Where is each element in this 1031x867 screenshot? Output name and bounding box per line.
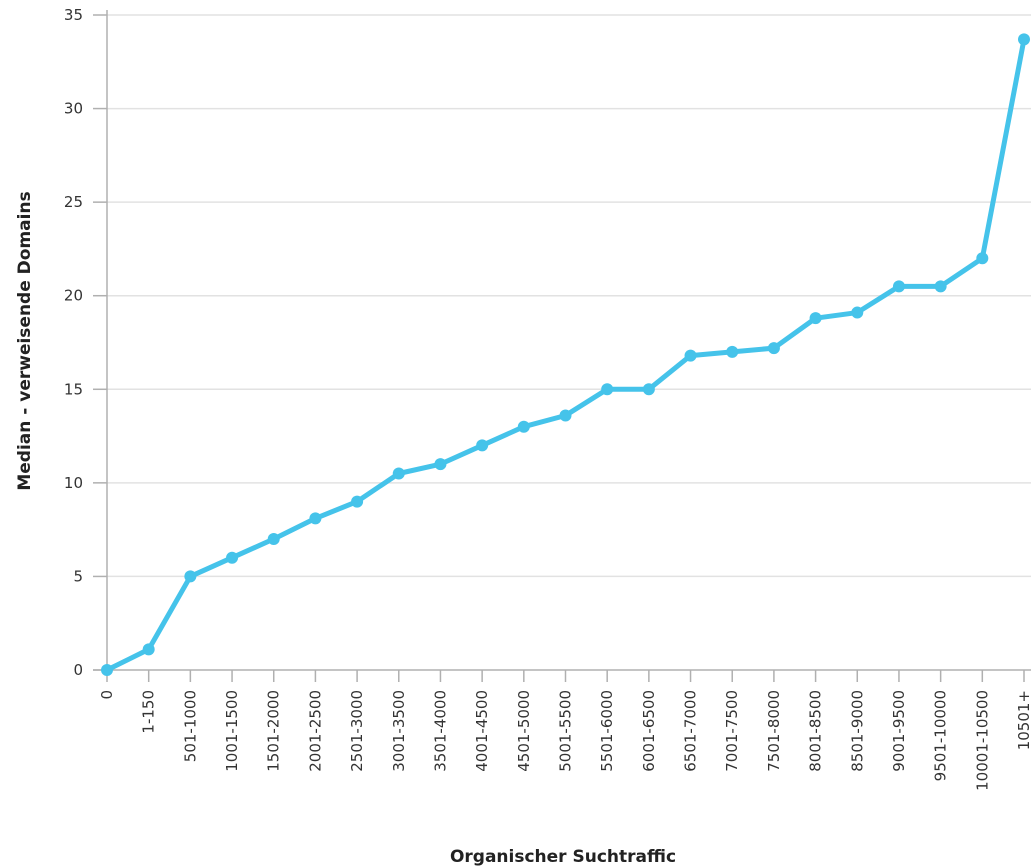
x-tick-label: 2001-2500 [306,690,324,772]
series-line [104,36,1027,673]
x-tick-label: 4501-5000 [515,690,533,772]
x-tick-label: 1-150 [140,690,158,734]
x-tick-label: 9001-9500 [890,690,908,772]
data-point [267,533,280,545]
y-tick-label: 10 [64,474,83,492]
data-point [184,570,197,583]
x-axis-title: Organischer Suchtraffic [450,847,676,867]
x-tick-label: 3501-4000 [431,690,449,772]
y-tick-label: 20 [64,287,83,305]
x-tick-label: 1001-1500 [223,690,241,772]
x-tick-label: 2501-3000 [348,690,366,772]
data-point [392,467,405,480]
x-tick-label: 0 [98,690,116,700]
data-point [226,551,239,564]
x-tick-label: 5501-6000 [598,690,616,772]
data-point [309,512,322,525]
y-tick-label: 15 [64,380,83,398]
data-point [684,349,697,362]
x-tick-label: 6001-6500 [640,690,658,772]
y-tick-label: 5 [73,567,83,585]
x-tick-label: 7501-8000 [765,690,783,772]
data-point [476,439,489,452]
data-point [976,252,989,265]
data-point [809,312,822,325]
data-point [351,495,364,508]
y-tick-label: 35 [64,6,83,24]
data-point [601,383,614,396]
x-axis-ticks: 0 1-150 501-1000 1001-1500 1501-2000 2001-250… [98,670,1031,791]
x-tick-label: 7001-7500 [723,690,741,772]
x-tick-label: 501-1000 [181,690,199,762]
x-tick-label: 8001-8500 [807,690,825,772]
y-tick-label: 0 [73,661,83,679]
x-tick-label: 4001-4500 [473,690,491,772]
data-point [726,345,739,358]
data-point [892,280,905,293]
x-tick-label: 5001-5500 [557,690,575,772]
grid-lines [107,14,1031,578]
data-point [851,306,864,319]
y-tick-label: 25 [64,193,83,211]
x-tick-label: 10501+ [1015,690,1031,750]
data-point [434,458,447,471]
data-point [142,643,155,656]
x-tick-label: 8501-9000 [848,690,866,772]
data-point [517,420,530,433]
x-tick-label: 6501-7000 [682,690,700,772]
series-layer [101,33,1030,676]
y-tick-label: 30 [64,100,83,118]
y-axis-ticks: 0 5 10 15 20 25 30 35 [64,6,107,679]
data-point [101,664,113,676]
x-tick-label: 9501-10000 [932,690,950,781]
data-point [559,409,572,422]
x-tick-label: 3001-3500 [390,690,408,772]
data-point [767,342,780,355]
x-tick-label: 1501-2000 [265,690,283,772]
data-point [642,383,655,396]
x-tick-label: 10001-10500 [973,690,991,791]
y-axis-title: Median - verweisende Domains [15,191,35,490]
data-point [1018,33,1030,46]
data-point [934,280,947,293]
